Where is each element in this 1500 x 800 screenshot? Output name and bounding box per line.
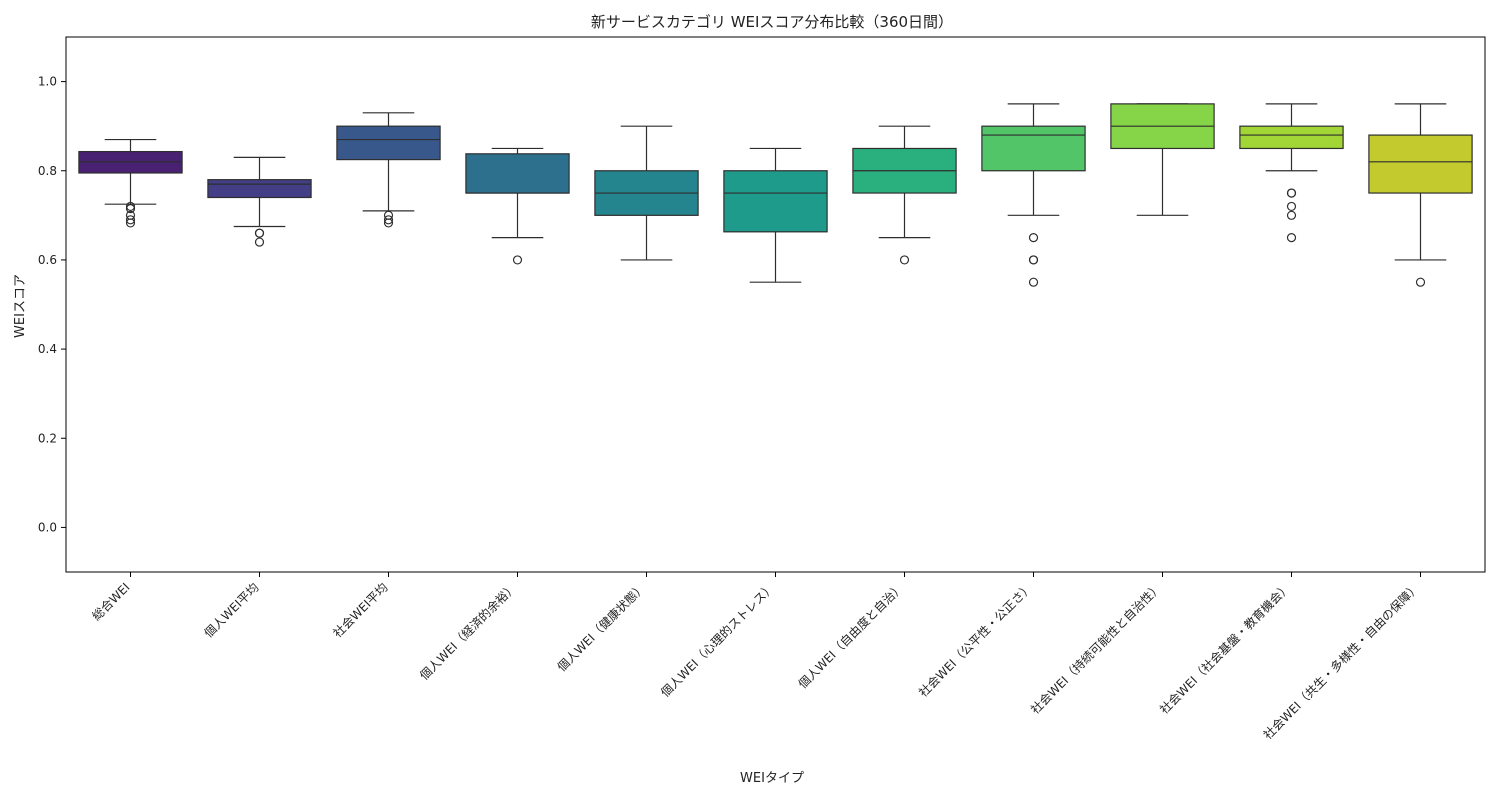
x-tick-label: 社会WEI（共生・多様性・自由の保障） (1260, 580, 1423, 743)
box-iqr (207, 179, 312, 199)
box-8 (1110, 103, 1215, 216)
outlier-point (1286, 188, 1297, 198)
outlier-point (1415, 277, 1426, 287)
outlier-point (254, 228, 265, 238)
outlier-point (254, 237, 265, 247)
x-tick-label: 個人WEI（経済的余裕） (416, 580, 519, 683)
box-iqr (336, 125, 441, 161)
outlier-point (1286, 233, 1297, 243)
box-6 (852, 125, 957, 265)
outlier-point (383, 215, 394, 225)
outlier-point (1286, 210, 1297, 220)
box-10 (1368, 103, 1473, 287)
boxes-group (78, 103, 1473, 287)
box-0 (78, 138, 183, 228)
chart-title: 新サービスカテゴリ WEIスコア分布比較（360日間） (591, 13, 953, 31)
box-7 (981, 103, 1086, 287)
box-iqr (723, 170, 828, 233)
box-iqr (1239, 125, 1344, 150)
plot-area (65, 36, 1486, 573)
y-axis: 0.0 0.2 0.4 0.6 0.8 1.0 (38, 75, 66, 534)
outlier-point (1028, 233, 1039, 243)
x-tick-label: 社会WEI（社会基盤・教育機会） (1156, 580, 1293, 717)
outlier-point (125, 218, 136, 228)
box-9 (1239, 103, 1344, 243)
outlier-point (125, 204, 136, 214)
box-iqr (465, 153, 570, 194)
x-tick-label: 社会WEI（公平性・公正さ） (915, 580, 1035, 700)
box-iqr (981, 125, 1086, 172)
outlier-point (512, 255, 523, 265)
x-axis: 総合WEI 個人WEI平均 社会WEI平均 個人WEI（経済的余裕） 個人WEI（健康状… (89, 572, 1423, 742)
box-2 (336, 112, 441, 228)
outlier-point (899, 255, 910, 265)
x-tick-label: 社会WEI平均 (330, 580, 391, 641)
x-tick-label: 社会WEI（持続可能性と自治性） (1027, 580, 1164, 717)
y-tick-label: 0.0 (38, 520, 57, 534)
x-axis-label: WEIタイプ (740, 771, 804, 786)
y-axis-label: WEIスコア (13, 274, 28, 338)
box-4 (594, 125, 699, 261)
y-tick-label: 0.8 (38, 164, 57, 178)
x-tick-label: 総合WEI (89, 580, 133, 624)
outlier-point (1028, 255, 1039, 265)
y-tick-label: 0.6 (38, 253, 57, 267)
outlier-point (125, 215, 136, 225)
x-tick-label: 個人WEI平均 (202, 580, 262, 640)
outlier-point (1028, 277, 1039, 287)
y-tick-label: 0.4 (38, 342, 57, 356)
y-tick-label: 1.0 (38, 75, 57, 89)
box-3 (465, 147, 570, 265)
x-tick-label: 個人WEI（自由度と自治） (795, 580, 907, 692)
box-1 (207, 156, 312, 247)
box-iqr (1368, 134, 1473, 194)
x-tick-label: 個人WEI（心理的ストレス） (657, 580, 777, 700)
y-tick-label: 0.2 (38, 431, 57, 445)
box-5 (723, 147, 828, 283)
outlier-point (1286, 201, 1297, 212)
outlier-point (383, 218, 394, 228)
x-tick-label: 個人WEI（健康状態） (554, 580, 649, 675)
